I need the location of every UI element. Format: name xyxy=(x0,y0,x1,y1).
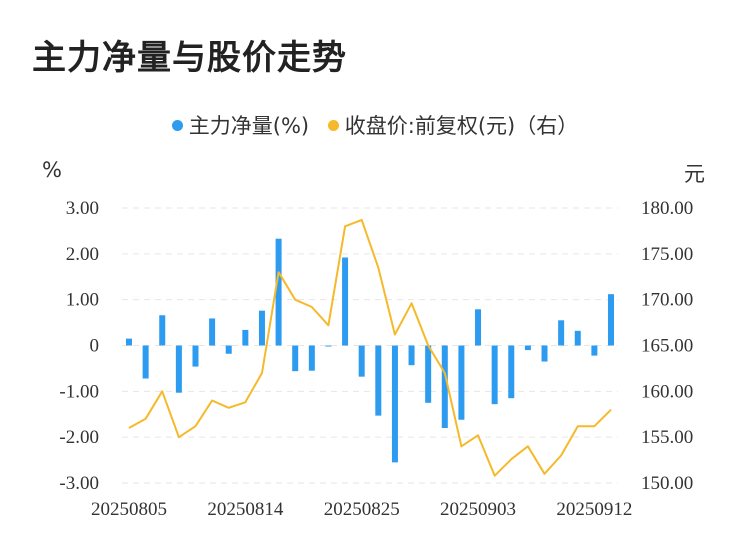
net-volume-bar xyxy=(558,320,565,346)
legend-bar-swatch xyxy=(171,119,183,131)
net-volume-bar xyxy=(342,257,349,346)
x-axis-tick: 20250805 xyxy=(91,499,167,520)
net-volume-bar xyxy=(159,315,166,346)
net-volume-bar xyxy=(441,345,448,428)
right-axis-tick: 160.00 xyxy=(641,381,693,402)
right-axis-tick: 150.00 xyxy=(641,473,693,494)
net-volume-bar xyxy=(391,345,398,463)
legend-label-net-volume: 主力净量(%) xyxy=(188,114,310,138)
net-volume-bar xyxy=(591,345,598,356)
net-volume-bar xyxy=(308,345,315,371)
net-volume-bar xyxy=(142,345,149,379)
left-axis-tick: 0 xyxy=(90,336,100,357)
right-axis-tick: 155.00 xyxy=(641,427,693,448)
left-axis-unit: % xyxy=(42,158,62,182)
close-price-line xyxy=(128,218,612,477)
net-volume-bar xyxy=(192,345,199,367)
chart-legend: 主力净量(%) 收盘价:前复权(元)（右） xyxy=(0,110,750,140)
net-volume-bar xyxy=(608,294,614,346)
x-axis-tick: 20250903 xyxy=(440,499,516,520)
net-volume-bar xyxy=(425,345,432,403)
legend-item-close-price[interactable]: 收盘价:前复权(元)（右） xyxy=(327,110,579,140)
net-volume-bar xyxy=(508,345,515,399)
left-axis-tick: -3.00 xyxy=(59,473,99,494)
net-volume-bar xyxy=(275,238,282,346)
left-axis-tick: -2.00 xyxy=(59,427,99,448)
right-axis-tick: 165.00 xyxy=(641,336,693,357)
net-volume-bar xyxy=(358,345,365,377)
x-axis-tick: 20250912 xyxy=(556,499,632,520)
net-volume-bar xyxy=(225,345,232,354)
x-axis-tick: 20250814 xyxy=(207,499,284,520)
legend-item-net-volume[interactable]: 主力净量(%) xyxy=(171,110,310,140)
net-volume-bar xyxy=(458,345,465,420)
right-axis-tick: 175.00 xyxy=(641,244,693,265)
right-axis-unit: 元 xyxy=(684,162,705,186)
legend-label-close-price: 收盘价:前复权(元)（右） xyxy=(344,114,579,138)
net-volume-bar xyxy=(292,345,299,372)
net-volume-bar xyxy=(209,318,216,346)
net-volume-bar xyxy=(475,309,482,346)
net-volume-bar xyxy=(126,338,132,346)
net-volume-bar xyxy=(242,329,249,346)
net-volume-bar xyxy=(175,345,182,393)
right-axis-tick: 180.00 xyxy=(641,198,693,219)
x-axis-tick: 20250825 xyxy=(324,499,400,520)
net-volume-bar xyxy=(541,345,548,362)
net-volume-bar xyxy=(375,345,382,416)
net-volume-bar xyxy=(491,345,498,405)
right-axis-tick: 170.00 xyxy=(641,290,693,311)
chart-title: 主力净量与股价走势 xyxy=(32,38,347,78)
net-volume-bar xyxy=(524,345,531,351)
left-axis-tick: 3.00 xyxy=(66,198,99,219)
net-volume-bar xyxy=(325,345,332,347)
net-volume-bar xyxy=(408,345,415,366)
legend-line-swatch xyxy=(327,119,339,131)
left-axis-tick: 1.00 xyxy=(66,290,99,311)
left-axis-tick: -1.00 xyxy=(59,381,99,402)
net-volume-bar xyxy=(574,330,581,346)
left-axis-tick: 2.00 xyxy=(66,244,99,265)
net-volume-bar xyxy=(258,310,265,346)
